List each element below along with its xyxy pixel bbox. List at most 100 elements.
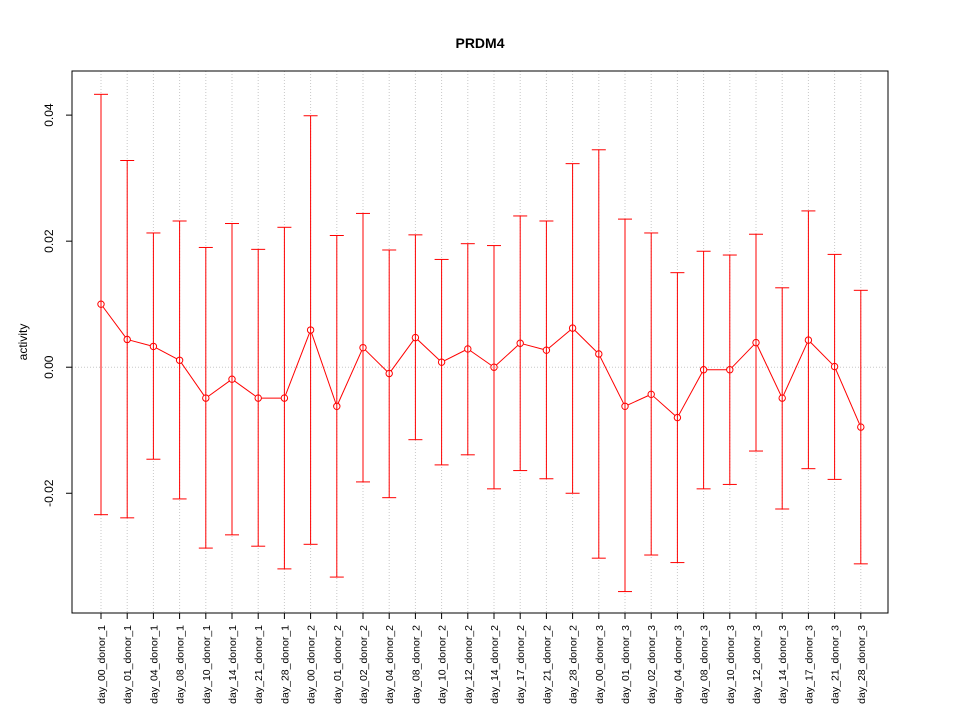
data-point [726, 366, 734, 374]
chart-title: PRDM4 [455, 35, 504, 51]
data-point [568, 324, 577, 332]
series-line-segment [835, 369, 860, 425]
x-tick-label: day_04_donor_1 [148, 625, 160, 704]
data-point [175, 356, 184, 364]
data-point [778, 394, 786, 402]
y-tick-label: 0.02 [42, 229, 56, 253]
data-point [97, 300, 105, 308]
series-line-segment [311, 332, 337, 404]
series-line-segment [523, 343, 544, 350]
y-axis-label: activity [16, 324, 30, 361]
series-line-segment [337, 350, 363, 404]
x-tick-label: day_01_donor_3 [620, 625, 632, 704]
x-axis: day_00_donor_1 day_01_donor_1 day_04_donor… [96, 612, 868, 704]
data-point [621, 402, 629, 410]
data-point [280, 394, 289, 402]
data-point [202, 394, 210, 402]
series-line-segment [364, 349, 388, 372]
x-tick-label: day_14_donor_3 [777, 625, 789, 704]
data-point [647, 390, 655, 399]
data-point [673, 413, 682, 422]
series-line-segment [756, 345, 782, 396]
series-line-segment [444, 349, 466, 362]
series-line-segment [390, 339, 414, 372]
data-point [699, 366, 708, 374]
series-line-segment [548, 329, 571, 349]
y-tick-label: -0.02 [42, 479, 56, 507]
x-tick-label: day_04_donor_2 [384, 625, 396, 704]
data-point [542, 346, 551, 354]
x-tick-label: day_10_donor_3 [725, 625, 737, 704]
x-tick-label: day_12_donor_3 [751, 625, 763, 704]
series-line-segment [130, 339, 151, 347]
series-line-segment [783, 342, 808, 396]
series-line-segment [208, 380, 230, 397]
x-tick-label: day_12_donor_2 [463, 625, 475, 704]
data-point [149, 342, 158, 351]
x-tick-label: day_28_donor_1 [279, 625, 291, 704]
series-line-segment [653, 396, 676, 416]
x-tick-label: day_14_donor_2 [489, 625, 501, 704]
series-line-segment [417, 339, 440, 361]
series-line-segment [627, 395, 649, 406]
x-tick-label: day_28_donor_3 [856, 625, 868, 704]
series-line-segment [731, 344, 755, 368]
error-bars [94, 93, 868, 593]
x-tick-label: day_08_donor_1 [175, 625, 187, 704]
data-point [490, 363, 498, 371]
data-point [411, 333, 420, 342]
data-point [830, 362, 839, 371]
x-tick-label: day_00_donor_1 [96, 625, 108, 704]
plot-frame [71, 70, 889, 614]
series-line-segment [599, 356, 625, 404]
data-point [228, 375, 236, 383]
data-point [254, 394, 262, 402]
data-point [857, 423, 865, 431]
series-line-segment [810, 342, 833, 365]
series-line-segment [181, 362, 205, 396]
x-tick-label: day_10_donor_2 [437, 625, 449, 704]
data-point [385, 369, 393, 378]
data-point [804, 336, 813, 344]
data-point [752, 338, 760, 347]
x-tick-label: day_21_donor_2 [541, 625, 553, 704]
x-tick-label: day_10_donor_1 [201, 625, 213, 704]
data-point [359, 343, 367, 352]
x-tick-label: day_00_donor_3 [594, 625, 606, 704]
series-line-segment [470, 350, 492, 366]
series-line-segment [496, 345, 519, 366]
x-tick-label: day_01_donor_1 [122, 625, 134, 704]
x-tick-label: day_02_donor_3 [646, 625, 658, 704]
x-tick-label: day_08_donor_2 [410, 625, 422, 704]
data-point [123, 335, 131, 344]
data-point [595, 350, 603, 358]
data-point [516, 339, 524, 347]
series-line-segment [285, 332, 310, 396]
series-line-segment [155, 347, 178, 360]
x-tick-label: day_04_donor_3 [672, 625, 684, 704]
y-tick-label: 0.00 [42, 355, 56, 379]
series-line-segment [574, 330, 597, 353]
x-tick-label: day_17_donor_3 [803, 625, 815, 704]
series-line-segment [234, 380, 256, 397]
data-point [306, 326, 315, 334]
series-line [102, 306, 860, 425]
series-line-segment [678, 372, 703, 416]
x-tick-label: day_14_donor_1 [227, 625, 239, 704]
x-tick-label: day_21_donor_1 [253, 625, 265, 704]
grid-lines [72, 71, 888, 613]
series-line-segment [102, 306, 126, 338]
x-tick-label: day_00_donor_2 [306, 625, 318, 704]
data-points [97, 300, 865, 431]
data-point [437, 358, 446, 366]
x-tick-label: day_28_donor_2 [568, 625, 580, 704]
x-tick-label: day_01_donor_2 [332, 625, 344, 704]
data-point [333, 402, 341, 410]
x-tick-label: day_21_donor_3 [830, 625, 842, 704]
y-tick-label: 0.04 [42, 103, 56, 127]
data-point [464, 345, 472, 353]
x-tick-label: day_08_donor_3 [699, 625, 711, 704]
x-tick-label: day_17_donor_2 [515, 625, 527, 704]
y-axis: -0.02 0.00 0.02 0.04 [42, 103, 72, 507]
